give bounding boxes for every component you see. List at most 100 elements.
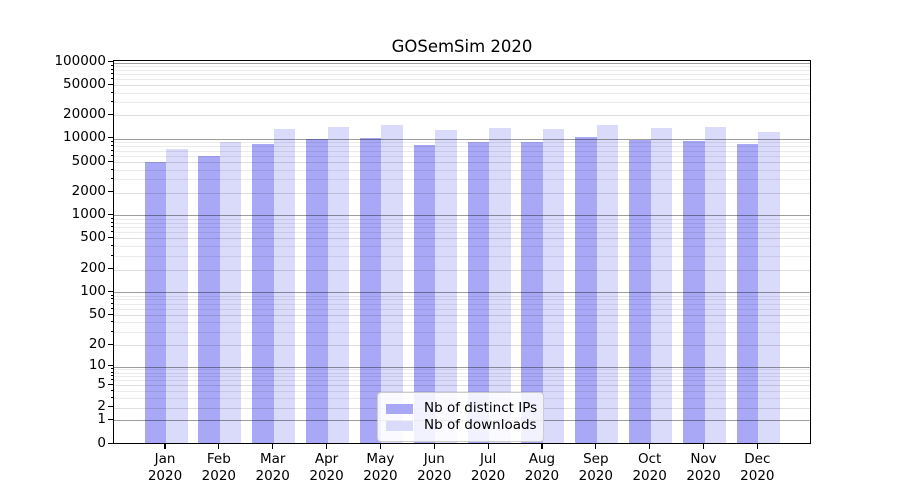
y-tick-label-1: 1 xyxy=(97,410,106,427)
gridline-100 xyxy=(114,292,810,293)
gridline-40 xyxy=(114,322,810,324)
bar-downloads-sep xyxy=(596,124,619,443)
x-tick-label-apr: Apr 2020 xyxy=(309,451,344,484)
y-minor-tick-mark xyxy=(110,321,113,323)
y-tick-mark-100000 xyxy=(108,61,113,63)
x-tick-label-jul: Jul 2020 xyxy=(470,451,506,484)
y-tick-mark-0 xyxy=(108,443,113,445)
y-minor-tick-mark xyxy=(110,375,113,377)
gridline-6 xyxy=(114,380,810,382)
x-tick-mark-oct xyxy=(649,444,651,449)
gridline-8 xyxy=(114,372,810,374)
y-tick-label-200: 200 xyxy=(80,260,106,277)
y-minor-tick-mark xyxy=(110,78,113,80)
bar-distinct_ips-mar xyxy=(252,143,274,443)
legend-item-downloads: Nb of downloads xyxy=(386,417,537,433)
y-minor-tick-mark xyxy=(110,389,113,391)
legend-label-distinct-ips: Nb of distinct IPs xyxy=(424,400,538,416)
gridline-30 xyxy=(114,331,810,333)
y-tick-label-2: 2 xyxy=(97,398,106,415)
gridline-200 xyxy=(114,269,810,271)
y-minor-tick-mark xyxy=(110,396,113,398)
legend-item-distinct-ips: Nb of distinct IPs xyxy=(386,400,538,416)
gridline-7 xyxy=(114,376,810,378)
y-tick-label-20000: 20000 xyxy=(63,105,106,122)
bar-downloads-aug xyxy=(542,128,565,443)
gridline-900 xyxy=(114,218,810,220)
x-tick-mark-jan xyxy=(164,444,166,449)
bar-downloads-nov xyxy=(704,126,726,443)
gridline-600 xyxy=(114,232,810,234)
x-tick-label-dec: Dec 2020 xyxy=(740,451,775,484)
y-tick-label-10000: 10000 xyxy=(63,129,106,146)
x-tick-label-oct: Oct 2020 xyxy=(632,451,667,484)
bar-downloads-oct xyxy=(650,128,673,443)
bar-downloads-jun xyxy=(435,130,457,443)
x-tick-label-jun: Jun 2020 xyxy=(417,451,452,484)
bar-distinct_ips-sep xyxy=(575,136,597,443)
y-minor-tick-mark xyxy=(110,149,113,151)
x-tick-mark-may xyxy=(379,444,381,449)
x-tick-mark-aug xyxy=(541,444,543,449)
bar-downloads-dec xyxy=(758,131,780,443)
bar-downloads-jul xyxy=(489,127,511,443)
y-tick-label-100: 100 xyxy=(80,282,106,299)
gridline-2000 xyxy=(114,192,810,194)
y-tick-mark-100 xyxy=(108,290,113,292)
legend: Nb of distinct IPs Nb of downloads xyxy=(377,392,544,442)
x-tick-mark-nov xyxy=(702,444,705,449)
y-minor-tick-mark xyxy=(110,298,113,300)
y-tick-mark-5 xyxy=(108,383,113,385)
x-tick-label-aug: Aug 2020 xyxy=(524,451,560,484)
gridline-80000 xyxy=(114,70,810,71)
y-minor-tick-mark xyxy=(110,168,113,170)
bar-downloads-mar xyxy=(273,128,296,443)
y-tick-label-50: 50 xyxy=(88,305,106,322)
gridline-20000 xyxy=(114,115,810,117)
x-tick-label-mar: Mar 2020 xyxy=(255,451,290,484)
bar-distinct_ips-nov xyxy=(683,140,705,443)
y-minor-tick-mark xyxy=(110,141,113,143)
y-tick-label-10: 10 xyxy=(88,357,106,373)
x-tick-mark-feb xyxy=(218,444,220,449)
x-tick-mark-mar xyxy=(272,444,274,449)
plot-area xyxy=(113,60,811,444)
bar-distinct_ips-feb xyxy=(198,156,220,443)
y-tick-mark-2000 xyxy=(108,191,113,193)
gridline-1000 xyxy=(114,215,810,217)
y-minor-tick-mark xyxy=(110,91,113,93)
bar-distinct_ips-aug xyxy=(521,142,543,443)
y-tick-mark-2 xyxy=(108,406,113,408)
gridline-800 xyxy=(114,222,810,224)
y-minor-tick-mark xyxy=(110,178,113,180)
y-tick-mark-50000 xyxy=(108,83,113,85)
y-minor-tick-mark xyxy=(110,368,113,370)
x-tick-label-nov: Nov 2020 xyxy=(686,451,721,484)
bar-distinct_ips-jun xyxy=(413,145,436,443)
bar-distinct_ips-apr xyxy=(306,138,328,443)
y-minor-tick-mark xyxy=(110,221,113,223)
bar-distinct_ips-oct xyxy=(629,140,651,443)
gridline-300 xyxy=(114,255,810,257)
y-tick-mark-50 xyxy=(108,313,113,315)
x-tick-label-feb: Feb 2020 xyxy=(201,451,237,484)
y-tick-label-1000: 1000 xyxy=(71,205,106,222)
x-tick-label-may: May 2020 xyxy=(363,451,398,484)
gridline-5000 xyxy=(114,162,810,164)
bar-distinct_ips-jan xyxy=(144,162,166,443)
gridline-4 xyxy=(114,390,810,392)
gridline-400 xyxy=(114,245,810,247)
gridline-50000 xyxy=(114,85,810,87)
gridline-70000 xyxy=(114,74,810,76)
y-tick-label-5: 5 xyxy=(97,375,106,392)
y-tick-label-5000: 5000 xyxy=(71,152,106,169)
y-minor-tick-mark xyxy=(110,371,113,373)
gridline-9000 xyxy=(114,142,810,144)
y-minor-tick-mark xyxy=(110,226,113,228)
x-tick-label-jan: Jan 2020 xyxy=(147,451,183,484)
gridline-20 xyxy=(114,345,810,347)
gridline-6000 xyxy=(114,156,810,158)
y-minor-tick-mark xyxy=(110,379,113,381)
y-minor-tick-mark xyxy=(110,217,113,219)
legend-label-downloads: Nb of downloads xyxy=(424,417,537,433)
